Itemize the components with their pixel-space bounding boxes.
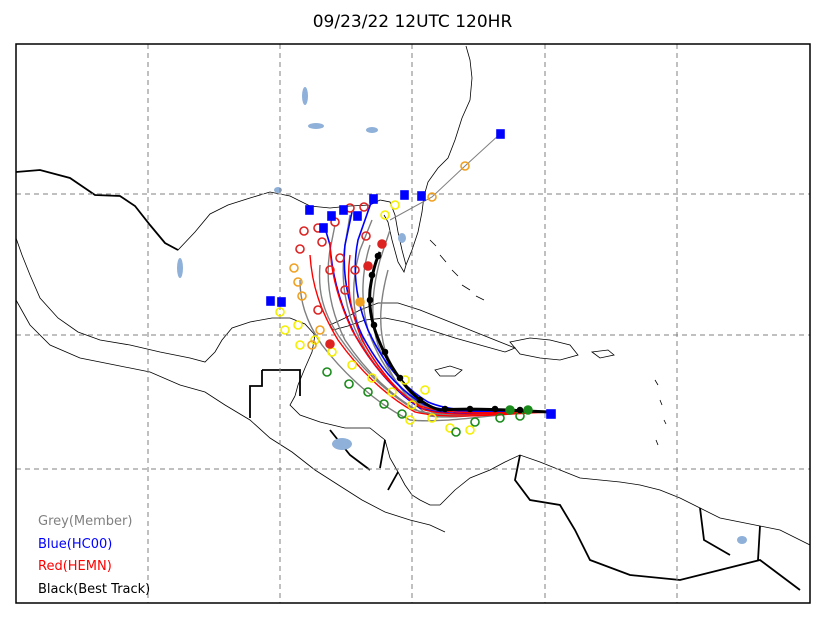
best-track	[368, 251, 551, 414]
map-frame	[15, 43, 811, 604]
legend-best-track: Black(Best Track)	[38, 582, 150, 597]
country-borders	[16, 169, 801, 591]
track-markers	[266, 129, 556, 437]
yellow-markers	[275, 200, 475, 435]
legend-hc00: Blue(HC00)	[38, 537, 112, 552]
red-markers	[295, 202, 387, 349]
blue-markers	[266, 129, 556, 419]
lakes	[177, 87, 747, 544]
member-tracks	[299, 214, 551, 422]
legend-member: Grey(Member)	[38, 514, 132, 529]
best-track-points	[366, 252, 524, 414]
legend-hemn: Red(HEMN)	[38, 559, 112, 574]
map-title: 09/23/22 12UTC 120HR	[312, 12, 513, 32]
hc00-tracks	[324, 199, 551, 415]
hemn-tracks	[309, 241, 551, 417]
grid	[16, 44, 810, 603]
green-markers	[322, 367, 533, 437]
legend: Grey(Member) Blue(HC00) Red(HEMN) Black(…	[38, 514, 150, 597]
coastlines	[16, 45, 810, 546]
orange-markers	[289, 161, 470, 350]
forecast-tracks	[299, 133, 551, 422]
outlier-track	[389, 133, 501, 221]
